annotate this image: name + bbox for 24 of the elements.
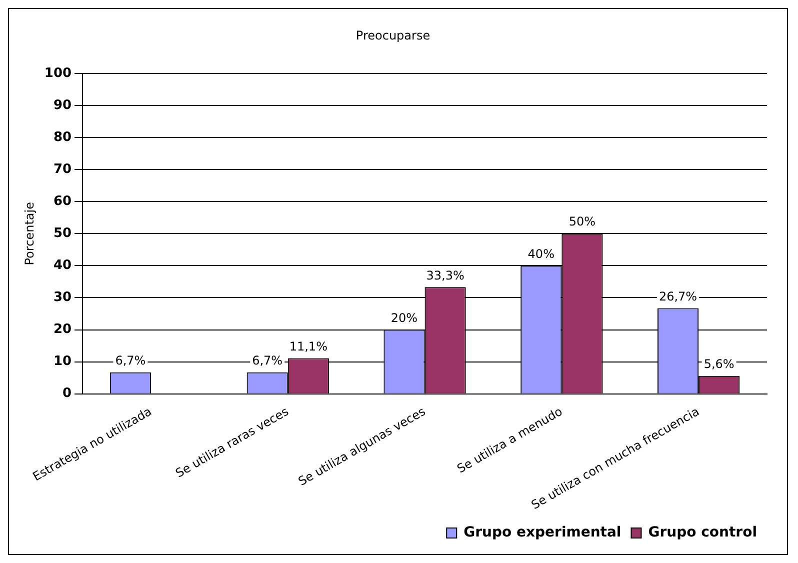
- legend-label: Grupo control: [648, 524, 758, 541]
- data-label: 33,3%: [426, 268, 464, 282]
- legend-label: Grupo experimental: [464, 524, 622, 541]
- y-tick-label: 60: [53, 194, 72, 209]
- data-label: 5,6%: [704, 357, 734, 372]
- data-label: 20%: [390, 310, 418, 325]
- y-tick-label: 80: [53, 130, 72, 145]
- y-tick-label: 100: [44, 66, 72, 81]
- y-tick-label: 0: [62, 386, 72, 402]
- y-tick-label: 30: [53, 290, 72, 306]
- y-tick-label: 10: [53, 354, 72, 370]
- chart-title: Preocuparse: [356, 28, 430, 42]
- data-label: 26,7%: [658, 289, 698, 304]
- data-label: 40%: [528, 246, 554, 261]
- data-label: 6,7%: [252, 354, 283, 368]
- y-tick-label: 50: [53, 226, 72, 241]
- data-label: 6,7%: [115, 354, 146, 368]
- y-tick-label: 90: [53, 98, 72, 113]
- y-tick-label: 20: [53, 322, 72, 338]
- y-tick-label: 40: [53, 258, 72, 274]
- y-tick-label: 70: [53, 162, 72, 177]
- data-label: 50%: [568, 214, 596, 229]
- data-label: 11,1%: [289, 339, 328, 354]
- y-axis-title: Porcentaje: [22, 202, 36, 266]
